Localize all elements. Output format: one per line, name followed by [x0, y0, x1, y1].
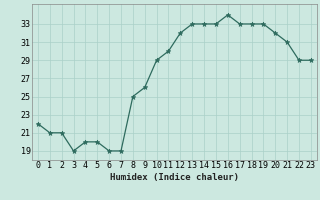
X-axis label: Humidex (Indice chaleur): Humidex (Indice chaleur) — [110, 173, 239, 182]
